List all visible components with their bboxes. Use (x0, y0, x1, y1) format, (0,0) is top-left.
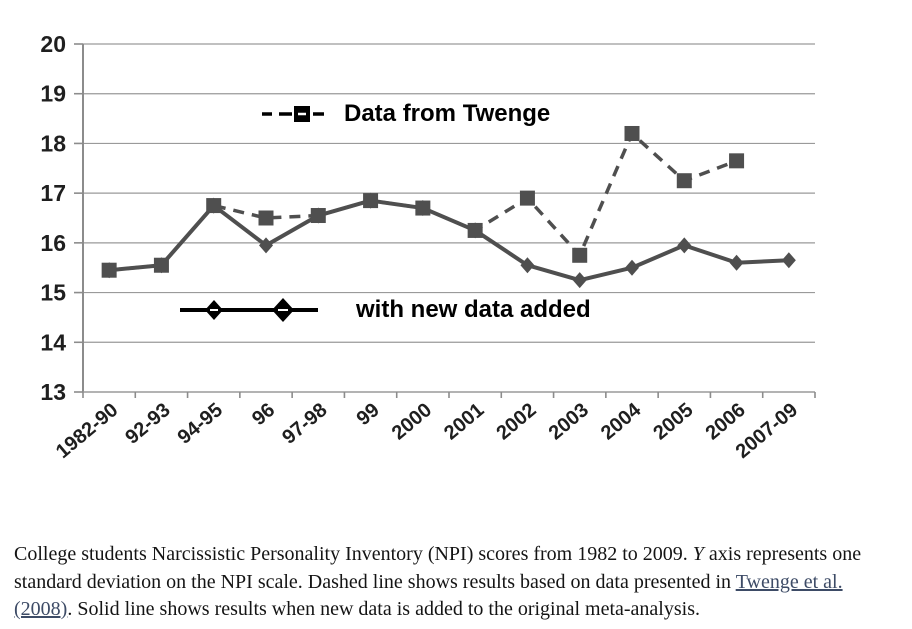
svg-text:97-98: 97-98 (278, 399, 331, 449)
svg-text:2001: 2001 (440, 399, 488, 444)
legend-new-data-label: with new data added (356, 296, 591, 323)
svg-text:2002: 2002 (492, 399, 540, 444)
svg-text:2000: 2000 (388, 399, 436, 444)
svg-text:96: 96 (248, 399, 279, 430)
svg-text:14: 14 (40, 329, 66, 355)
svg-text:1982-90: 1982-90 (52, 399, 122, 463)
caption-middle: axis represents one standard deviation o… (14, 543, 862, 593)
twenge-reference-link[interactable]: Twenge et al. (2008) (14, 570, 843, 621)
dashed-line-square-marker-icon (262, 106, 324, 122)
svg-text:19: 19 (40, 81, 66, 107)
caption-tail: . Solid line shows results when new data… (67, 598, 700, 620)
svg-text:2003: 2003 (545, 399, 593, 444)
svg-text:92-93: 92-93 (121, 399, 174, 449)
caption-y-variable: Y (692, 543, 704, 565)
npi-figure: 13 14 15 16 17 18 19 20 1982-90 92-93 94-95 96 97-98… (40, 31, 816, 463)
legend-twenge: Data from Twenge (261, 100, 550, 128)
svg-text:13: 13 (40, 379, 66, 405)
svg-text:17: 17 (40, 180, 66, 206)
svg-text:2005: 2005 (649, 399, 697, 444)
svg-text:18: 18 (40, 130, 66, 156)
svg-text:94-95: 94-95 (174, 399, 227, 449)
solid-line-diamond-marker-icon (180, 298, 318, 322)
svg-text:20: 20 (40, 31, 66, 57)
figure-caption: College students Narcissistic Personalit… (14, 541, 894, 624)
legend-new-data: with new data added (178, 296, 591, 324)
svg-text:15: 15 (40, 280, 66, 306)
legend-twenge-label: Data from Twenge (344, 100, 551, 127)
svg-text:99: 99 (353, 399, 384, 430)
caption-lead: College students Narcissistic Personalit… (14, 543, 693, 565)
svg-text:16: 16 (40, 230, 66, 256)
svg-text:2004: 2004 (597, 398, 646, 444)
